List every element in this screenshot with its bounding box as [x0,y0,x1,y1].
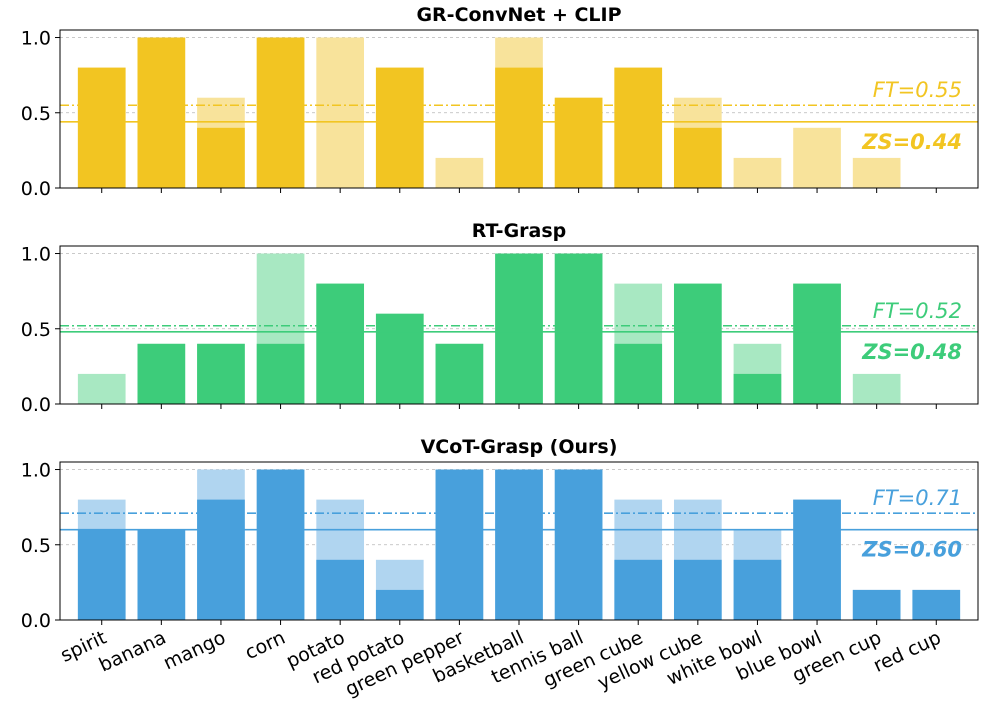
bar-zs-tennis-ball [554,97,603,188]
bar-zs-green-pepper [435,343,484,404]
bar-zs-mango [197,499,245,620]
bar-zs-basketball [495,67,543,188]
bar-zs-yellow-cube [673,127,722,188]
bar-zs-red-potato [375,313,424,404]
bar-zs-potato [316,283,365,404]
panel-title: GR-ConvNet + CLIP [416,4,621,26]
panel-title: RT-Grasp [472,220,567,242]
bar-zs-spirit [77,529,126,620]
bar-zs-banana [137,343,186,404]
bar-zs-white-bowl [733,373,782,404]
bar-zs-mango [197,127,245,188]
bar-zs-mango [197,343,245,404]
bar-zs-blue-bowl [793,283,841,404]
axes-frame [59,245,979,405]
bar-zs-corn [256,469,305,620]
bar-ft-green-pepper [435,157,484,188]
bar-zs-tennis-ball [554,253,603,404]
y-tick-label: 0.0 [21,178,51,200]
bar-zs-banana [137,529,186,620]
panel-1: GR-ConvNet + CLIP 0.0 0.5 1.0 FT=0.55 ZS=0.44 [21,4,979,200]
x-tick-label: red cup [870,627,944,677]
zs-mean-label: ZS=0.60 [861,538,962,562]
bar-zs-spirit [77,67,126,188]
bar-zs-yellow-cube [673,559,722,620]
y-tick-label: 0.5 [21,535,51,557]
bar-zs-corn [256,37,305,189]
bar-ft-potato [316,37,365,189]
zs-mean-label: ZS=0.44 [861,130,962,154]
bar-zs-green-cup [852,589,901,620]
y-tick-label: 0.5 [21,319,51,341]
ft-mean-label: FT=0.71 [873,486,962,510]
bar-zs-red-cup [912,589,961,620]
y-tick-label: 0.0 [21,610,51,632]
bar-ft-spirit [77,373,126,404]
bar-zs-red-potato [375,589,424,620]
bar-zs-banana [137,37,186,189]
x-tick-label: corn [242,627,289,665]
panel-2: RT-Grasp 0.0 0.5 1.0 FT=0.52 ZS=0.48 [21,220,979,416]
bar-zs-white-bowl [733,559,782,620]
zs-mean-label: ZS=0.48 [861,340,962,364]
y-tick-label: 0.0 [21,394,51,416]
ft-mean-label: FT=0.52 [873,299,962,323]
y-tick-label: 1.0 [21,460,51,482]
bar-zs-tennis-ball [554,469,603,620]
panel-title: VCoT-Grasp (Ours) [421,436,618,458]
bar-zs-basketball [495,253,543,404]
bar-zs-green-cube [614,559,663,620]
bar-zs-green-cube [614,343,663,404]
bar-ft-green-cup [852,157,901,188]
bar-ft-green-cup [852,373,901,404]
x-tick-label: mango [160,627,229,675]
bar-zs-green-cube [614,67,663,188]
bar-zs-red-potato [375,67,424,188]
bar-zs-potato [316,559,365,620]
bar-ft-white-bowl [733,157,782,188]
bar-zs-green-pepper [435,469,484,620]
ft-mean-label: FT=0.55 [873,78,962,102]
y-tick-label: 1.0 [21,28,51,50]
x-tick-label: banana [96,627,170,677]
bar-zs-corn [256,343,305,404]
axes-frame [59,29,979,189]
bar-ft-blue-bowl [793,127,841,188]
bar-zs-blue-bowl [793,499,841,620]
bar-zs-yellow-cube [673,283,722,404]
axes-frame [59,461,979,621]
panel-3: VCoT-Grasp (Ours) 0.0 0.5 1.0 FT=0.71 ZS=0.60… [21,436,979,701]
y-tick-label: 0.5 [21,103,51,125]
y-tick-label: 1.0 [21,244,51,266]
bar-zs-basketball [495,469,543,620]
